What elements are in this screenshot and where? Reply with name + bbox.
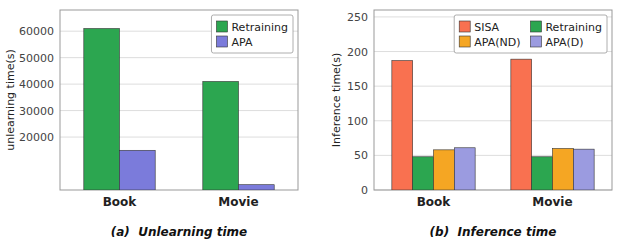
legend-swatch <box>216 21 227 32</box>
legend-label: Retraining <box>231 21 288 34</box>
chart-title: (a) Unlearning time <box>111 225 247 239</box>
bar <box>239 185 275 190</box>
y-tick-label: 50 <box>354 149 368 162</box>
y-tick-label: 150 <box>347 80 368 93</box>
x-tick-label: Book <box>417 195 452 209</box>
x-tick-label: Movie <box>218 195 258 209</box>
y-axis-label: Inference time(s) <box>330 53 343 147</box>
legend-label: APA(D) <box>545 36 583 49</box>
bar <box>454 148 475 190</box>
y-tick-label: 100 <box>347 115 368 128</box>
legend-swatch <box>459 36 470 47</box>
legend-box <box>211 15 293 53</box>
bar <box>532 157 553 190</box>
bar <box>573 149 594 190</box>
legend-label: APA(ND) <box>474 36 520 49</box>
legend-swatch <box>459 21 470 32</box>
bars <box>392 59 594 190</box>
legend-swatch <box>216 36 227 47</box>
y-tick-label: 30000 <box>19 105 54 118</box>
bar <box>511 59 532 190</box>
y-tick-label: 20000 <box>19 131 54 144</box>
chart-panel: 0 50 100 150 200 250 Book Movie Inference time(s… <box>330 10 612 239</box>
legend-swatch <box>530 21 541 32</box>
bar <box>120 150 156 190</box>
y-tick-label: 40000 <box>19 78 54 91</box>
legend-swatch <box>530 36 541 47</box>
legend: SISA Retraining APA(ND) APA(D) <box>454 15 607 53</box>
figure: 20000 30000 40000 50000 60000 Book Movie unlear… <box>0 0 622 252</box>
y-tick-label: 0 <box>361 184 368 197</box>
bar <box>84 29 120 190</box>
y-tick-label: 200 <box>347 46 368 59</box>
bar <box>392 61 413 190</box>
bar <box>553 148 574 190</box>
chart-panel: 20000 30000 40000 50000 60000 Book Movie unlear… <box>4 10 298 239</box>
legend-label: APA <box>231 36 252 49</box>
plot-frame <box>60 10 298 190</box>
bar <box>434 150 455 190</box>
bar <box>203 81 239 190</box>
legend-label: SISA <box>474 21 499 34</box>
plot-frame <box>374 10 612 190</box>
y-axis-label: unlearning time(s) <box>4 49 17 150</box>
legend-label: Retraining <box>545 21 602 34</box>
x-tick-label: Book <box>103 195 138 209</box>
bar <box>413 157 434 190</box>
legend-box <box>454 15 607 53</box>
chart-title: (b) Inference time <box>430 225 557 239</box>
y-tick-label: 60000 <box>19 25 54 38</box>
y-tick-label: 50000 <box>19 52 54 65</box>
y-tick-label: 250 <box>347 11 368 24</box>
x-tick-label: Movie <box>532 195 572 209</box>
legend: Retraining APA <box>211 15 293 53</box>
